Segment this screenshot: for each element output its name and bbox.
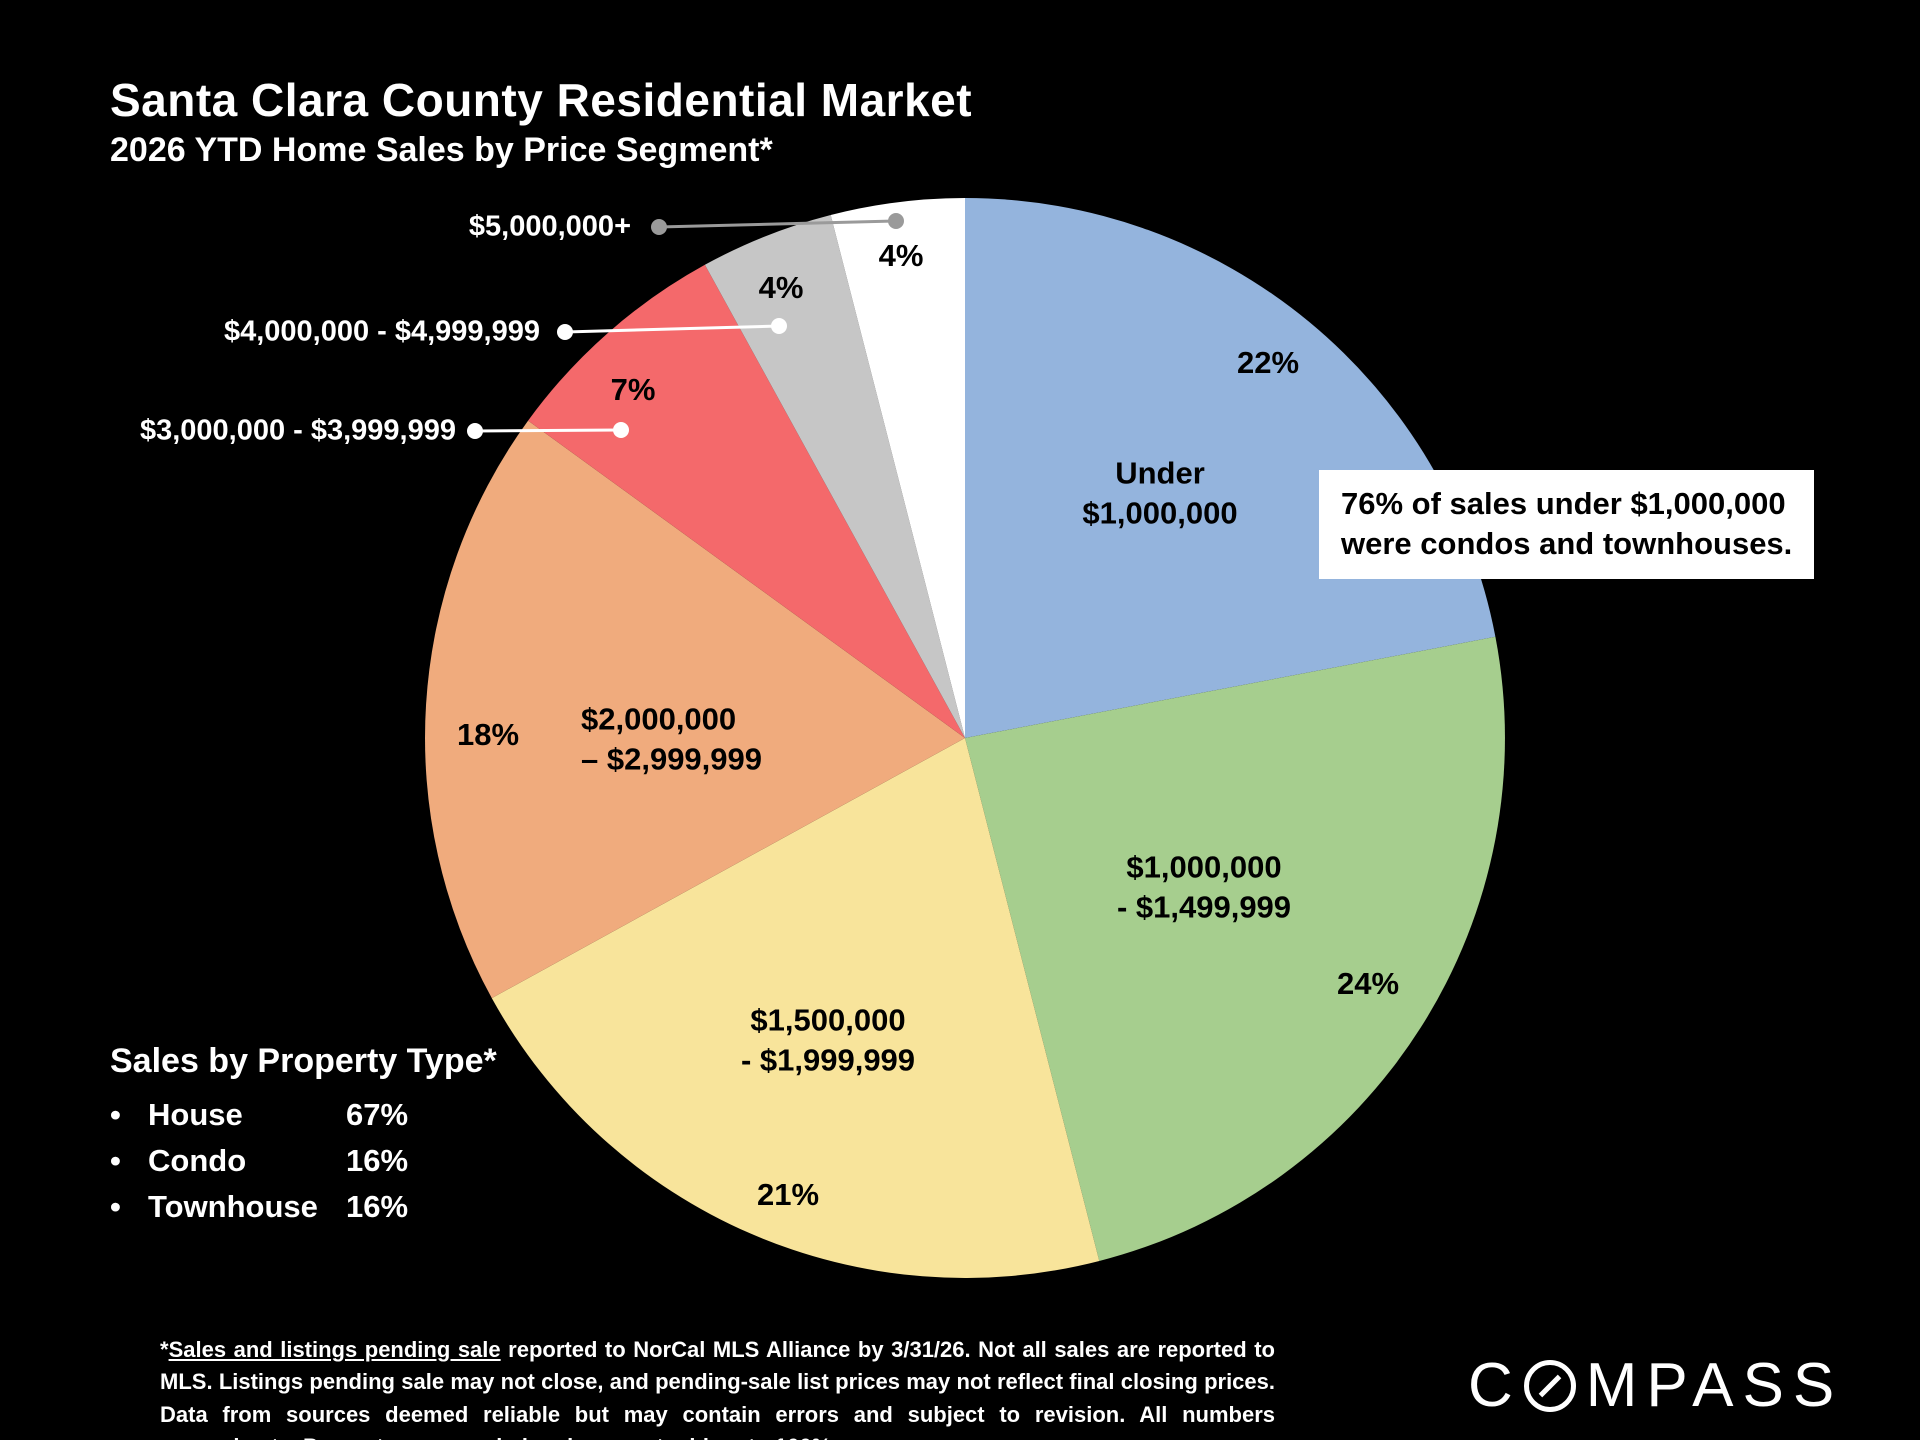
property-pct: 67% (346, 1097, 409, 1132)
chart-title: Santa Clara County Residential Market (110, 73, 973, 126)
pct-3m-4m: 7% (610, 372, 656, 408)
footnote-asterisk: * (160, 1337, 169, 1362)
compass-logo-c: C (1468, 1351, 1522, 1420)
label-3m-4m: $3,000,000 - $3,999,999 (139, 414, 456, 447)
label-1m-line2: - $1,499,999 (1116, 889, 1292, 924)
label-2m-line2: – $2,999,999 (581, 741, 763, 776)
label-4m-5m: $4,000,000 - $4,999,999 (223, 315, 540, 348)
pct-4m-5m: 4% (758, 270, 804, 306)
label-1-5m-line1: $1,500,000 (750, 1002, 906, 1038)
property-type-list: • House 67% • Condo 16% • Townhouse 16% (110, 1097, 497, 1225)
pct-5m-plus: 4% (878, 238, 924, 274)
pie-slice-1m-1-5m (965, 636, 1505, 1261)
property-type-item: • Condo 16% (110, 1143, 497, 1179)
label-2m-line1: $2,000,000 (581, 701, 737, 737)
pie-slice-under-1m (965, 198, 1496, 738)
label-5m-plus: $5,000,000+ (468, 210, 631, 243)
callout-line2: were condos and townhouses. (1341, 526, 1793, 562)
callout-condos: 76% of sales under $1,000,000 were condo… (1319, 470, 1815, 579)
property-pct: 16% (346, 1143, 409, 1178)
pie-slice-1-5m-2m (491, 738, 1100, 1278)
pct-1m-1-5m: 24% (1336, 966, 1400, 1002)
footnote-underline-1: Sales and listings pending sale (168, 1337, 501, 1362)
label-2m-3m: $2,000,000 – $2,999,999 (581, 699, 762, 778)
footnote-underline-2: Percentages rounded and may not add up t… (303, 1434, 837, 1440)
pct-2m-3m: 18% (456, 717, 520, 753)
label-1-5m-line2: - $1,999,999 (740, 1042, 916, 1077)
property-name: Townhouse (148, 1189, 318, 1224)
label-1m-1-5m: $1,000,000 - $1,499,999 (1117, 847, 1291, 926)
label-under-1m-line2: $1,000,000 (1082, 495, 1238, 530)
footnote: *Sales and listings pending sale reporte… (160, 1334, 1275, 1440)
property-type-title: Sales by Property Type* (110, 1042, 497, 1080)
pct-1-5m-2m: 21% (756, 1177, 820, 1213)
property-type-item: • House 67% (110, 1097, 497, 1133)
label-1-5m-2m: $1,500,000 - $1,999,999 (741, 1000, 915, 1079)
bullet-icon: • (110, 1097, 121, 1132)
callout-line1: 76% of sales under $1,000,000 (1341, 486, 1786, 521)
pie-slice-3m-4m (528, 264, 965, 738)
pie-slice-2m-3m (425, 420, 965, 999)
property-name: House (148, 1097, 243, 1132)
compass-o-icon (1523, 1359, 1576, 1412)
compass-logo-mpass: MPASS (1585, 1351, 1844, 1420)
property-name: Condo (148, 1143, 247, 1178)
pie-slice-4m-5m (704, 215, 965, 738)
bullet-icon: • (110, 1143, 121, 1178)
pie-slice-5m-plus (830, 198, 965, 738)
label-under-1m-line1: Under (1115, 455, 1205, 491)
footnote-body: reported to NorCal MLS Alliance by 3/31/… (160, 1337, 1275, 1440)
pct-under-1m: 22% (1236, 345, 1300, 381)
label-1m-line1: $1,000,000 (1126, 849, 1282, 885)
bullet-icon: • (110, 1189, 121, 1224)
label-under-1m: Under $1,000,000 (1082, 453, 1237, 532)
compass-needle-icon (1538, 1374, 1562, 1397)
compass-logo: C MPASS (1468, 1350, 1843, 1421)
chart-subtitle: 2026 YTD Home Sales by Price Segment* (110, 131, 773, 170)
property-pct: 16% (346, 1189, 409, 1224)
property-type-section: Sales by Property Type* • House 67% • Co… (110, 1042, 497, 1235)
property-type-item: • Townhouse 16% (110, 1189, 497, 1225)
